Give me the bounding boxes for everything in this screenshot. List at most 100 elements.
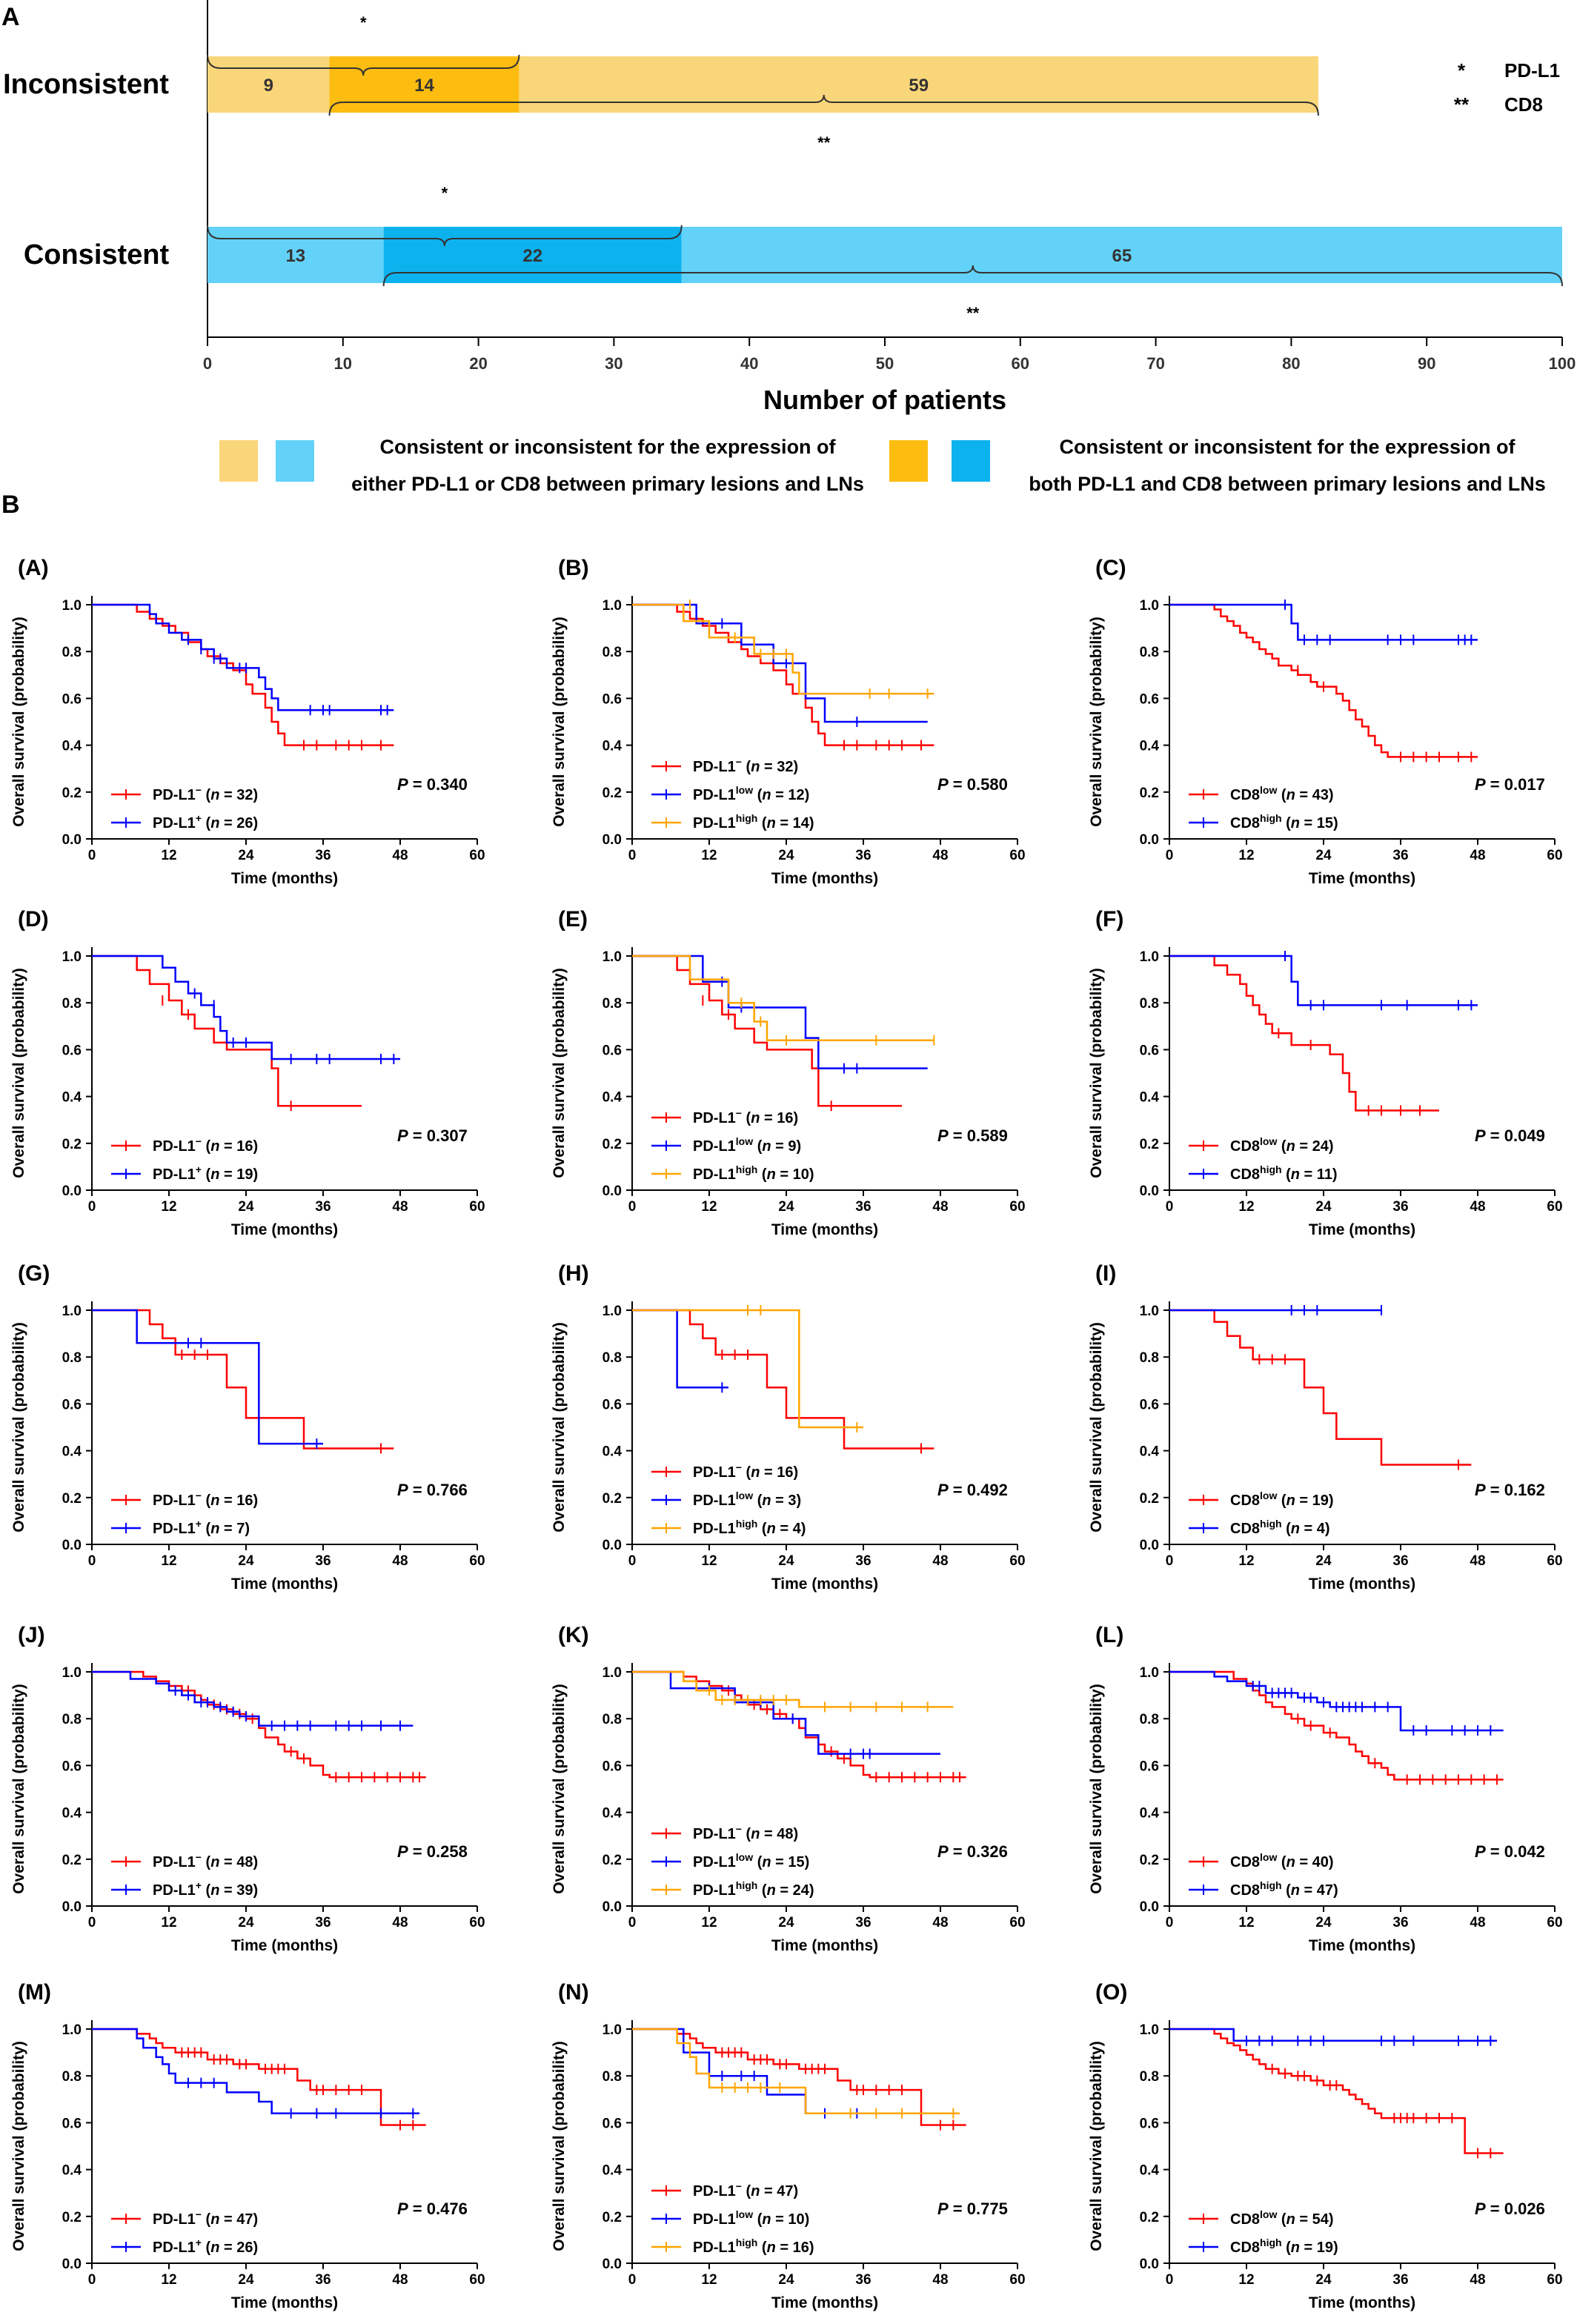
- km-x-tick-label: 0: [628, 1915, 637, 1930]
- km-x-tick-label: 48: [932, 1553, 948, 1569]
- km-x-tick-label: 36: [315, 1915, 331, 1930]
- km-y-tick-label: 0.6: [1140, 1759, 1159, 1774]
- x-tick-label: 0: [203, 354, 212, 373]
- km-legend-label: PD-L1− (n = 16): [153, 1135, 258, 1155]
- km-x-tick-label: 60: [469, 2272, 485, 2288]
- km-y-tick-label: 1.0: [602, 2022, 622, 2038]
- km-panel-label: (O): [1095, 1980, 1127, 2005]
- km-y-tick-label: 0.4: [62, 739, 82, 754]
- km-x-tick-label: 0: [88, 1915, 96, 1930]
- bracket-inconsistent-bottom-mark: **: [817, 133, 831, 152]
- km-y-tick-label: 0.4: [1140, 1444, 1160, 1460]
- km-y-tick-label: 0.2: [602, 2210, 622, 2225]
- km-y-tick-label: 0.4: [1140, 739, 1160, 754]
- legend-swatch-inconsistent-light: [219, 440, 258, 482]
- km-y-axis-title: Overall survival (probability): [10, 968, 27, 1178]
- x-tick-label: 80: [1282, 354, 1300, 373]
- km-panel-label: (M): [18, 1980, 51, 2005]
- km-y-tick-label: 0.4: [62, 1444, 82, 1460]
- km-x-tick-label: 12: [701, 1915, 717, 1930]
- km-x-tick-label: 60: [1547, 1199, 1562, 1215]
- km-legend-label: PD-L1− (n = 32): [693, 756, 798, 775]
- km-legend-label: CD8low (n = 40): [1230, 1851, 1334, 1870]
- km-y-axis-title: Overall survival (probability): [551, 617, 568, 827]
- km-y-tick-label: 0.0: [1140, 1538, 1159, 1553]
- km-y-tick-label: 0.4: [1140, 1806, 1160, 1822]
- km-x-axis-title: Time (months): [771, 1576, 878, 1593]
- km-x-tick-label: 36: [1392, 1915, 1408, 1930]
- km-y-tick-label: 0.2: [62, 1853, 82, 1868]
- km-x-tick-label: 60: [1009, 2272, 1025, 2288]
- km-y-tick-label: 0.0: [62, 1899, 82, 1915]
- km-y-axis-title: Overall survival (probability): [1088, 2041, 1105, 2251]
- significance-mark: *: [1458, 59, 1466, 82]
- km-panel: (K) 0.0 0.2 0.4 0.6 0.8 1.0 0 12 24 36 48 60 Time (mo…: [551, 1623, 1026, 1954]
- km-x-axis-title: Time (months): [231, 1221, 338, 1238]
- km-panel: (D) 0.0 0.2 0.4 0.6 0.8 1.0 0 12 24 36 48 60 Time (mo…: [10, 907, 485, 1238]
- km-legend-label: CD8low (n = 54): [1230, 2208, 1334, 2228]
- km-x-tick-label: 48: [1470, 2272, 1485, 2288]
- km-panel-label: (C): [1095, 556, 1126, 580]
- km-y-tick-label: 1.0: [1140, 1304, 1159, 1319]
- km-p-value: P = 0.017: [1475, 775, 1545, 794]
- km-curve-red: [92, 1309, 394, 1450]
- x-tick-label: 10: [334, 354, 352, 373]
- km-legend-label: PD-L1− (n = 16): [693, 1107, 798, 1126]
- km-y-tick-label: 0.2: [62, 786, 82, 801]
- km-x-tick-label: 48: [932, 1199, 948, 1215]
- km-panel: (F) 0.0 0.2 0.4 0.6 0.8 1.0 0 12 24 36 48 60 Time (mo…: [1088, 907, 1563, 1238]
- km-x-tick-label: 60: [1009, 1199, 1025, 1215]
- km-y-tick-label: 1.0: [62, 2022, 82, 2038]
- km-p-value: P = 0.326: [937, 1842, 1008, 1861]
- km-y-tick-label: 0.0: [602, 2257, 622, 2272]
- km-y-tick-label: 0.0: [62, 1183, 82, 1199]
- km-x-tick-label: 24: [238, 848, 254, 863]
- km-legend-label: PD-L1high (n = 16): [693, 2237, 814, 2256]
- km-x-tick-label: 0: [628, 848, 637, 863]
- km-y-tick-label: 0.0: [1140, 1183, 1159, 1199]
- km-y-tick-label: 0.0: [1140, 2257, 1159, 2272]
- km-y-tick-label: 0.8: [1140, 645, 1159, 660]
- km-p-value: P = 0.766: [397, 1481, 468, 1499]
- km-legend-label: PD-L1low (n = 9): [693, 1135, 801, 1155]
- km-x-tick-label: 24: [1315, 1199, 1332, 1215]
- km-x-tick-label: 12: [1238, 1553, 1254, 1569]
- km-x-tick-label: 12: [701, 1199, 717, 1215]
- km-legend-label: PD-L1+ (n = 26): [153, 2237, 258, 2256]
- km-y-axis-title: Overall survival (probability): [10, 617, 27, 827]
- km-x-tick-label: 0: [628, 1553, 637, 1569]
- km-y-tick-label: 0.0: [602, 1538, 622, 1553]
- km-x-tick-label: 48: [932, 848, 948, 863]
- km-legend-label: CD8high (n = 4): [1230, 1518, 1330, 1537]
- km-legend-label: CD8high (n = 11): [1230, 1163, 1338, 1183]
- km-y-tick-label: 1.0: [1140, 598, 1159, 614]
- km-y-tick-label: 0.8: [602, 1350, 622, 1366]
- km-x-tick-label: 36: [855, 848, 871, 863]
- km-y-tick-label: 1.0: [602, 1665, 622, 1681]
- legend-text-both: Consistent or inconsistent for the expre…: [1002, 428, 1573, 502]
- x-tick-label: 60: [1012, 354, 1029, 373]
- km-y-tick-label: 0.6: [602, 1397, 622, 1412]
- km-y-axis-title: Overall survival (probability): [1088, 968, 1105, 1178]
- km-curve-orange: [632, 1309, 863, 1429]
- km-p-value: P = 0.580: [937, 775, 1008, 794]
- km-legend-label: PD-L1low (n = 3): [693, 1490, 801, 1509]
- km-curve-blue: [632, 1309, 728, 1389]
- km-panel: (B) 0.0 0.2 0.4 0.6 0.8 1.0 0 12 24 36 48 60 Time (mo…: [551, 556, 1026, 887]
- km-x-tick-label: 12: [161, 1199, 176, 1215]
- km-y-tick-label: 0.0: [1140, 832, 1159, 848]
- km-y-tick-label: 0.6: [602, 1043, 622, 1058]
- km-panel: (N) 0.0 0.2 0.4 0.6 0.8 1.0 0 12 24 36 48 60 Time (mo…: [551, 1980, 1026, 2311]
- km-y-tick-label: 0.8: [1140, 2069, 1159, 2085]
- km-y-tick-label: 0.8: [602, 645, 622, 660]
- legend-swatch-consistent-dark: [952, 440, 990, 482]
- km-p-value: P = 0.340: [397, 775, 468, 794]
- km-y-tick-label: 0.6: [62, 1759, 82, 1774]
- km-legend-label: PD-L1low (n = 12): [693, 784, 809, 803]
- km-panel-label: (N): [558, 1980, 589, 2005]
- km-y-tick-label: 0.6: [62, 2116, 82, 2131]
- km-p-value: P = 0.026: [1475, 2200, 1545, 2218]
- km-p-value: P = 0.492: [937, 1481, 1008, 1499]
- bar-value-label: 22: [522, 246, 542, 266]
